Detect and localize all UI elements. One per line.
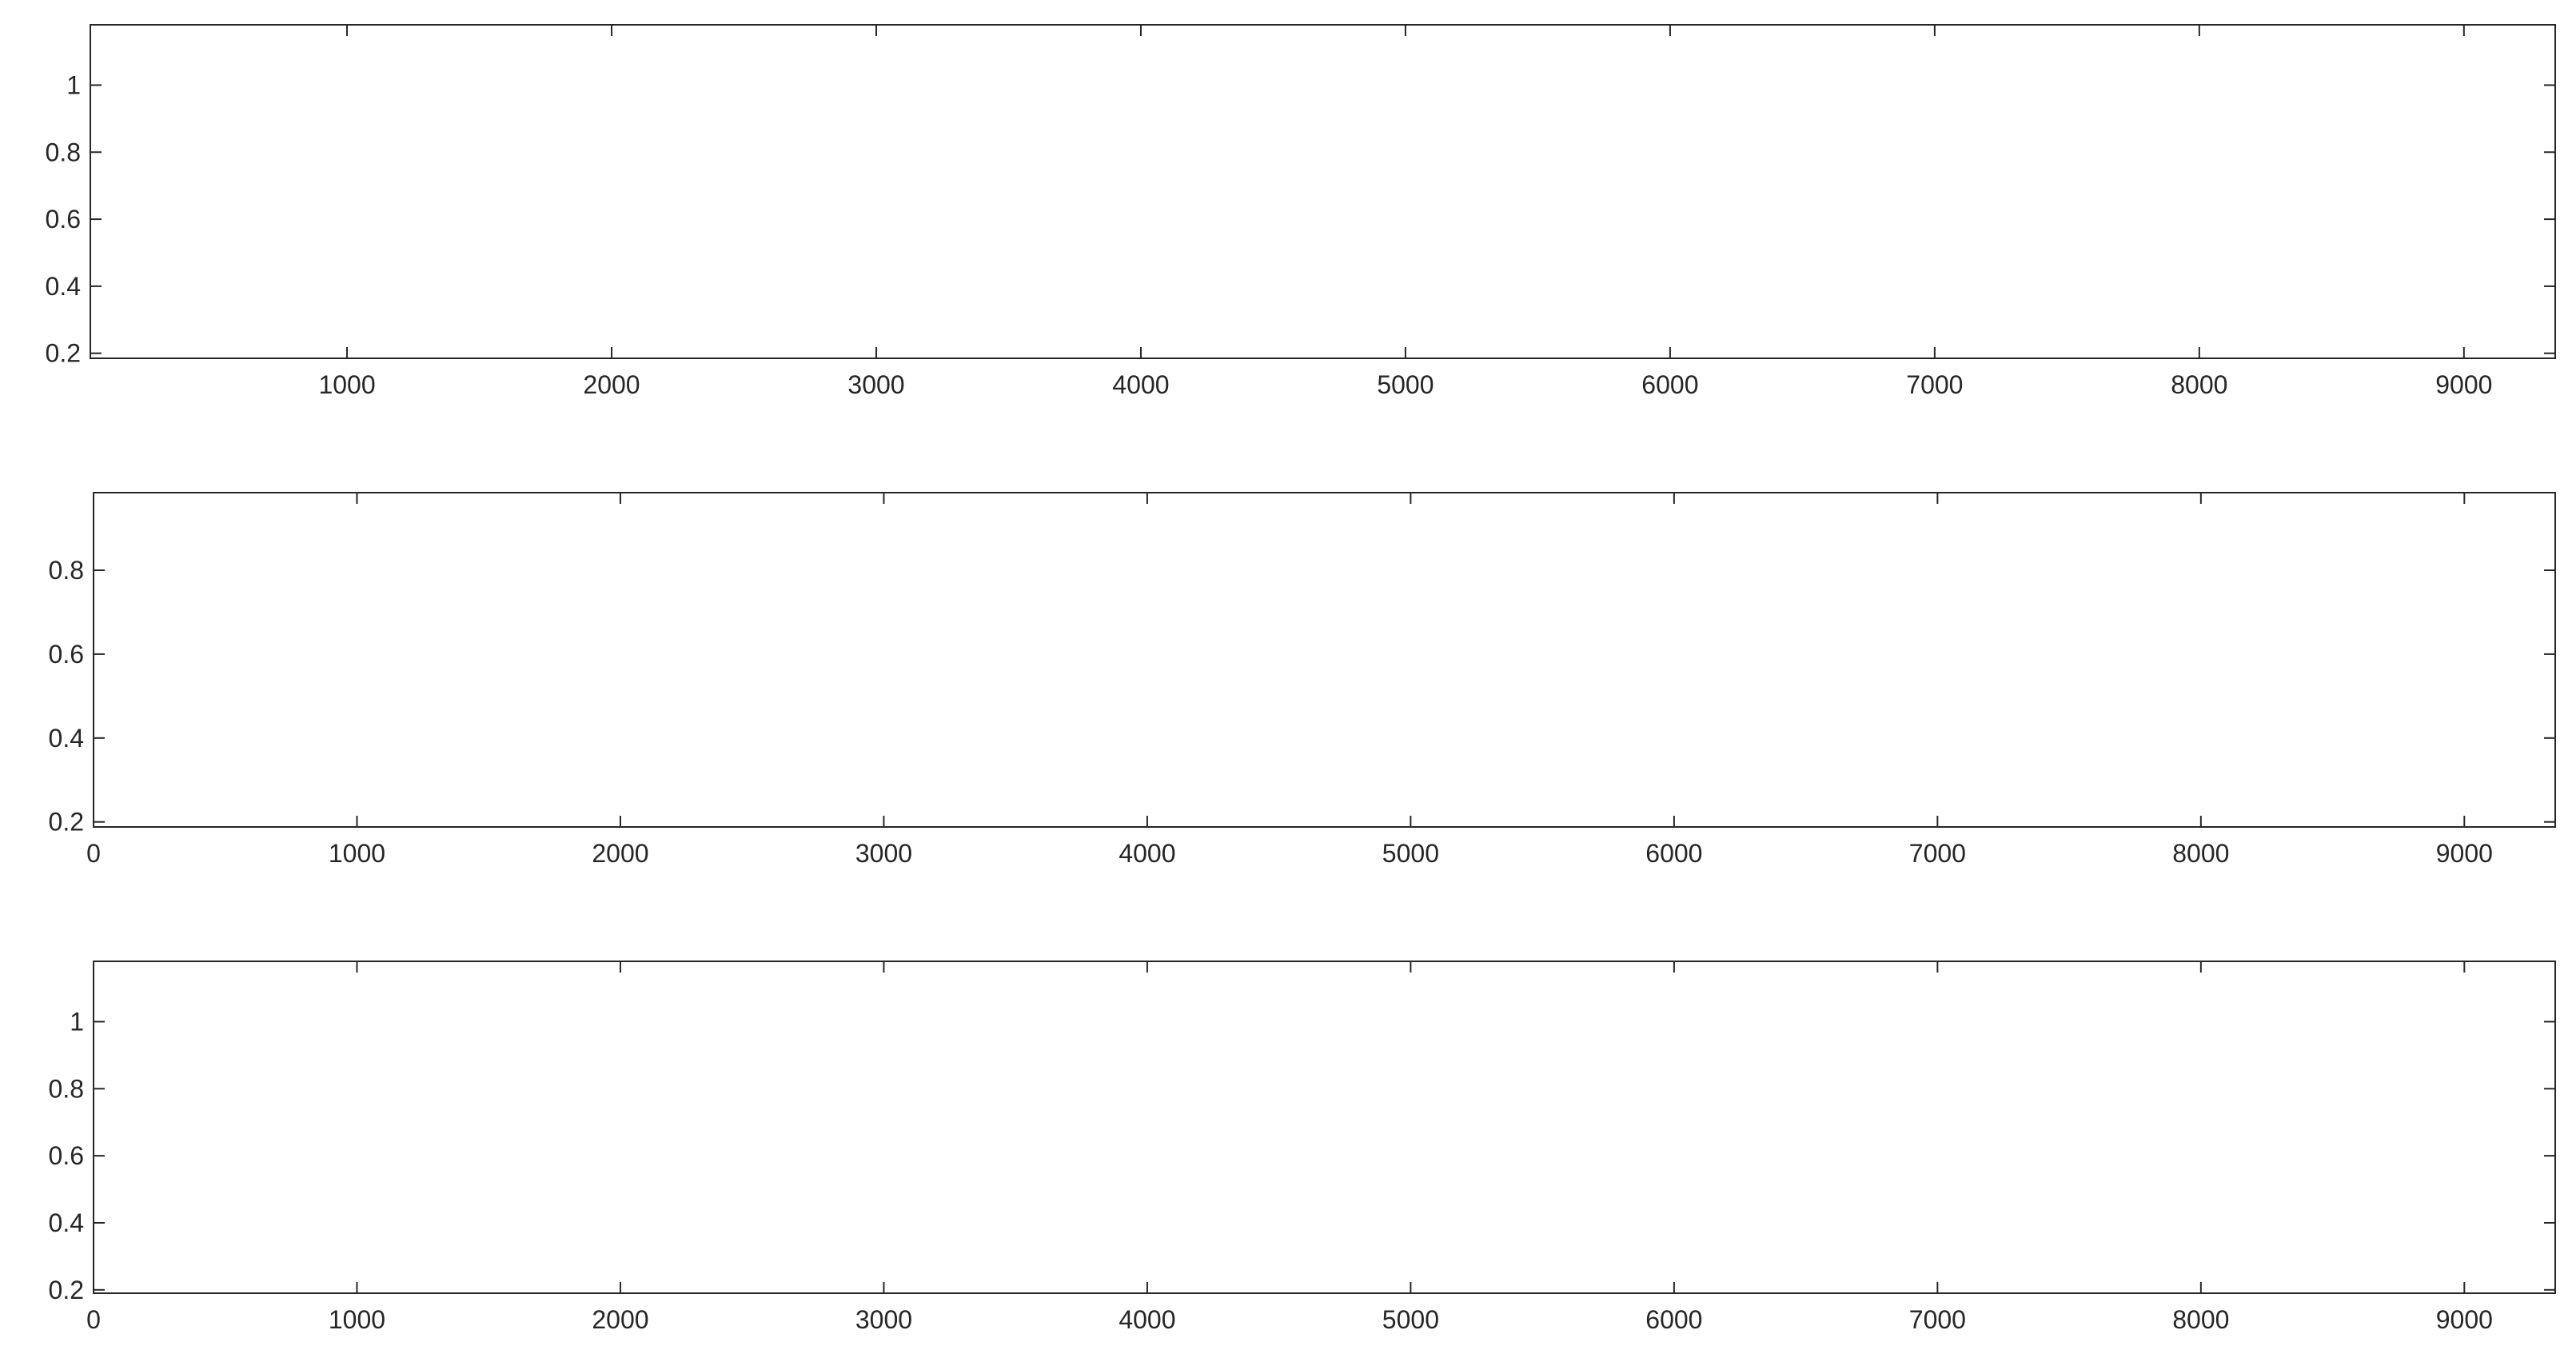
x-tick-label: 6000: [1641, 370, 1698, 399]
x-tick-label: 2000: [583, 370, 640, 399]
y-tick-label: 1: [66, 70, 81, 99]
y-tick-label: 0.8: [49, 556, 84, 585]
axes-box: [93, 961, 2556, 1294]
y-tick-label: 1: [70, 1007, 84, 1036]
y-tick-label: 0.2: [49, 1276, 84, 1304]
x-tick-label: 4000: [1119, 839, 1175, 868]
x-tick-label: 4000: [1119, 1305, 1175, 1334]
y-tick-label: 0.4: [46, 272, 81, 301]
x-tick-label: 0: [86, 1305, 101, 1334]
x-tick-label: 8000: [2172, 839, 2229, 868]
x-tick-label: 1000: [329, 1305, 385, 1334]
x-tick-label: 3000: [847, 370, 904, 399]
axes-box: [90, 24, 2556, 359]
y-tick-label: 0.2: [46, 339, 81, 368]
x-tick-label: 1000: [329, 839, 385, 868]
x-tick-label: 8000: [2171, 370, 2227, 399]
x-tick-label: 7000: [1906, 370, 1963, 399]
x-tick-label: 5000: [1377, 370, 1434, 399]
axes-box: [93, 492, 2556, 828]
x-tick-label: 9000: [2435, 370, 2492, 399]
y-tick-label: 0.8: [49, 1074, 84, 1103]
x-tick-label: 7000: [1909, 839, 1966, 868]
y-tick-label: 0.4: [49, 724, 84, 753]
x-tick-label: 0: [86, 839, 101, 868]
x-tick-label: 4000: [1112, 370, 1169, 399]
y-tick-label: 0.2: [49, 808, 84, 837]
y-tick-label: 0.4: [49, 1208, 84, 1237]
x-tick-label: 5000: [1382, 1305, 1439, 1334]
y-tick-label: 0.6: [46, 205, 81, 234]
x-tick-label: 1000: [318, 370, 375, 399]
x-tick-label: 2000: [592, 1305, 648, 1334]
y-tick-label: 0.6: [49, 640, 84, 669]
y-tick-label: 0.8: [46, 138, 81, 166]
x-tick-label: 3000: [855, 839, 912, 868]
x-tick-label: 5000: [1382, 839, 1439, 868]
x-tick-label: 9000: [2436, 839, 2493, 868]
y-tick-label: 0.6: [49, 1141, 84, 1170]
x-tick-label: 6000: [1645, 839, 1702, 868]
x-tick-label: 6000: [1645, 1305, 1702, 1334]
x-tick-label: 3000: [855, 1305, 912, 1334]
x-tick-label: 7000: [1909, 1305, 1966, 1334]
x-tick-label: 2000: [592, 839, 648, 868]
x-tick-label: 9000: [2436, 1305, 2493, 1334]
x-tick-label: 8000: [2172, 1305, 2229, 1334]
